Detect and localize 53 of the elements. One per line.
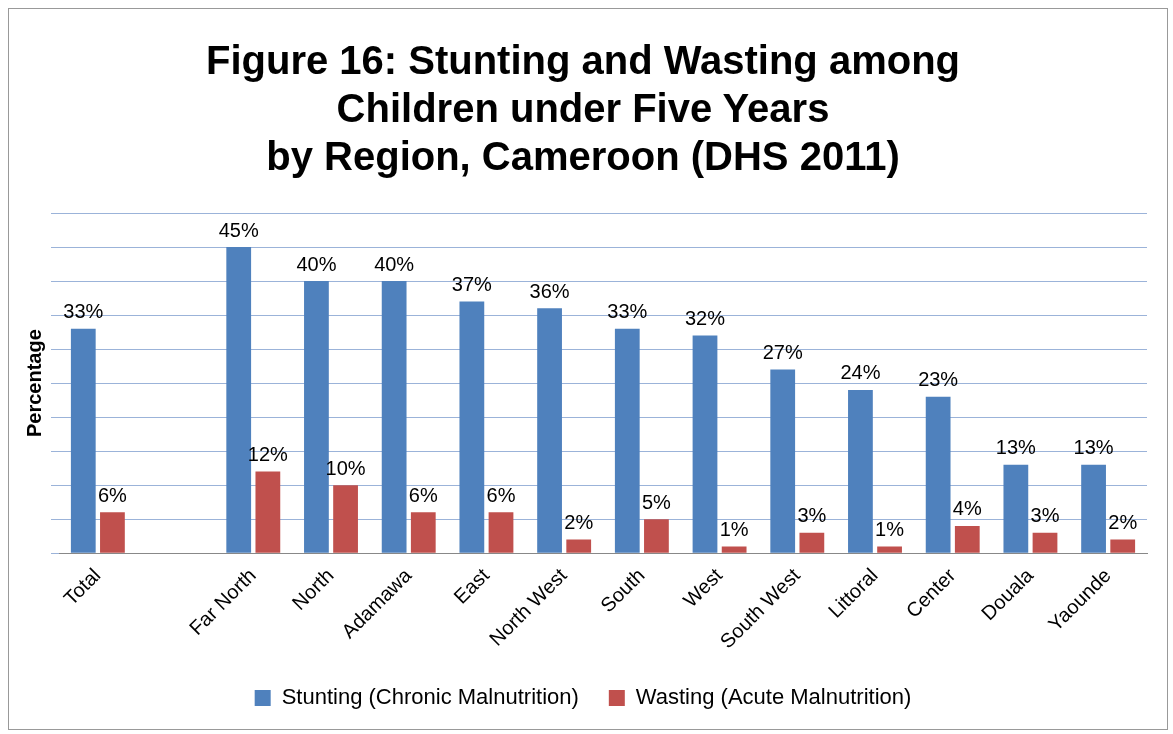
data-label: 2%: [564, 511, 594, 534]
data-label: 32%: [684, 306, 726, 329]
data-label: 40%: [296, 252, 337, 275]
bar: [614, 328, 640, 553]
bar: [304, 281, 329, 553]
bar: [410, 512, 436, 553]
data-label: 5%: [641, 490, 672, 513]
bar: [1032, 532, 1058, 553]
bar: [848, 389, 873, 553]
chart-title: Figure 16: Stunting and Wasting among Children under Five Years by Region, Cameroon (DHS 2011): [205, 38, 961, 179]
bar: [381, 281, 407, 553]
bar: [877, 546, 902, 553]
bar: [537, 308, 562, 553]
bar: [925, 396, 951, 553]
legend-label: Stunting (Chronic Malnutrition): [281, 684, 579, 710]
bar: [70, 328, 96, 553]
bar: [1081, 464, 1106, 553]
data-label: 40%: [374, 252, 415, 275]
data-label: 3%: [1030, 504, 1060, 527]
bar: [954, 525, 980, 553]
data-label: 13%: [995, 436, 1037, 459]
data-label: 13%: [1073, 436, 1114, 459]
data-label: 23%: [918, 368, 959, 391]
bar: [770, 369, 796, 553]
bar: [333, 485, 358, 553]
data-label: 2%: [1108, 511, 1138, 534]
bar: [692, 335, 718, 553]
data-label: 45%: [218, 218, 259, 241]
data-label: 6%: [97, 483, 128, 506]
data-label: 4%: [952, 497, 982, 520]
bar: [1003, 464, 1029, 553]
data-label: 37%: [451, 272, 493, 295]
data-label: 33%: [607, 300, 648, 323]
bar: [721, 546, 747, 553]
bar: [799, 532, 825, 553]
data-label: 6%: [486, 483, 516, 506]
data-label: 27%: [762, 341, 803, 363]
bar: [566, 539, 592, 553]
data-label: 6%: [408, 483, 438, 506]
data-label: 3%: [797, 504, 827, 527]
bar: [255, 471, 281, 553]
data-label: 33%: [63, 300, 104, 323]
data-label: 1%: [719, 517, 749, 540]
bar: [488, 512, 514, 553]
bar: [100, 512, 125, 553]
y-axis-title: Percentage: [22, 329, 45, 438]
data-label: 36%: [529, 279, 570, 302]
data-label: 24%: [840, 361, 881, 384]
bar: [459, 301, 485, 553]
bar: [644, 519, 669, 553]
bar: [1110, 539, 1136, 553]
data-label: 1%: [875, 517, 905, 540]
legend-label: Wasting (Acute Malnutrition): [635, 684, 912, 710]
